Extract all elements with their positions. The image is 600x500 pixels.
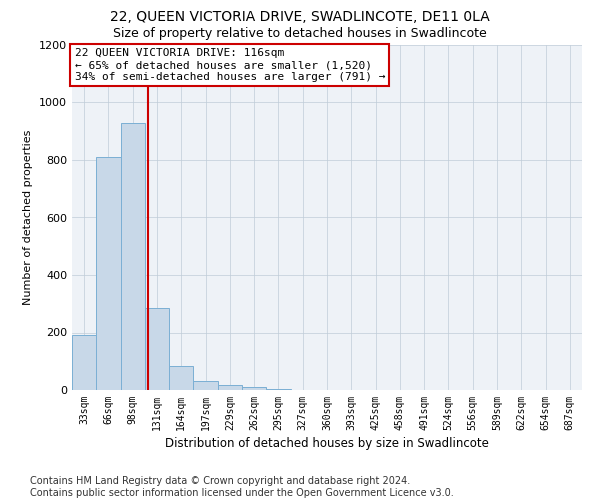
Bar — [169, 366, 193, 390]
Bar — [72, 336, 96, 390]
Bar — [266, 389, 290, 390]
Text: Size of property relative to detached houses in Swadlincote: Size of property relative to detached ho… — [113, 28, 487, 40]
Bar — [121, 122, 145, 390]
Text: Contains HM Land Registry data © Crown copyright and database right 2024.
Contai: Contains HM Land Registry data © Crown c… — [30, 476, 454, 498]
Bar — [193, 381, 218, 390]
X-axis label: Distribution of detached houses by size in Swadlincote: Distribution of detached houses by size … — [165, 437, 489, 450]
Bar — [96, 157, 121, 390]
Bar — [145, 308, 169, 390]
Text: 22 QUEEN VICTORIA DRIVE: 116sqm
← 65% of detached houses are smaller (1,520)
34%: 22 QUEEN VICTORIA DRIVE: 116sqm ← 65% of… — [74, 48, 385, 82]
Y-axis label: Number of detached properties: Number of detached properties — [23, 130, 34, 305]
Bar — [218, 385, 242, 390]
Text: 22, QUEEN VICTORIA DRIVE, SWADLINCOTE, DE11 0LA: 22, QUEEN VICTORIA DRIVE, SWADLINCOTE, D… — [110, 10, 490, 24]
Bar — [242, 387, 266, 390]
